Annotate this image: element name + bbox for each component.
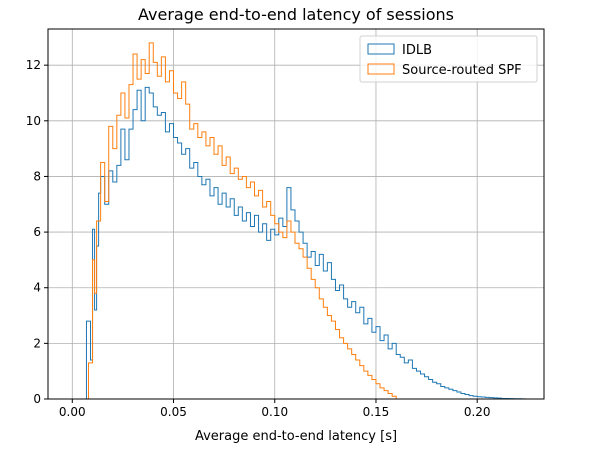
axis-ticks: 0.00 0.05 0.10 0.15 0.20 0 2 4 6 8 10 12 xyxy=(26,58,491,419)
y-tick-label: 6 xyxy=(33,225,41,239)
x-tick-label: 0.15 xyxy=(363,405,390,419)
x-tick-label: 0.20 xyxy=(464,405,491,419)
series-layer xyxy=(82,42,527,400)
x-tick-label: 0.10 xyxy=(261,405,288,419)
x-tick-label: 0.00 xyxy=(59,405,86,419)
legend-swatch-idlb xyxy=(367,43,395,55)
series-source-routed-spf-step xyxy=(84,42,397,400)
y-tick-label: 4 xyxy=(33,281,41,295)
chart-title: Average end-to-end latency of sessions xyxy=(138,5,454,24)
y-tick-label: 8 xyxy=(33,169,41,183)
legend-swatch-source-routed-spf xyxy=(367,63,395,75)
legend-label-idlb: IDLB xyxy=(402,43,432,58)
legend: IDLB Source-routed SPF xyxy=(359,35,538,83)
x-tick-label: 0.05 xyxy=(160,405,187,419)
grid-lines xyxy=(48,29,544,400)
plot-frame xyxy=(47,28,545,400)
y-tick-label: 2 xyxy=(33,336,41,350)
series-idlb-step xyxy=(82,86,527,400)
legend-label-source-routed-spf: Source-routed SPF xyxy=(402,63,522,78)
y-tick-label: 10 xyxy=(26,114,41,128)
y-tick-label: 0 xyxy=(33,392,41,406)
x-axis-label: Average end-to-end latency [s] xyxy=(195,429,397,444)
legend-box xyxy=(359,35,538,83)
y-tick-label: 12 xyxy=(26,58,41,72)
